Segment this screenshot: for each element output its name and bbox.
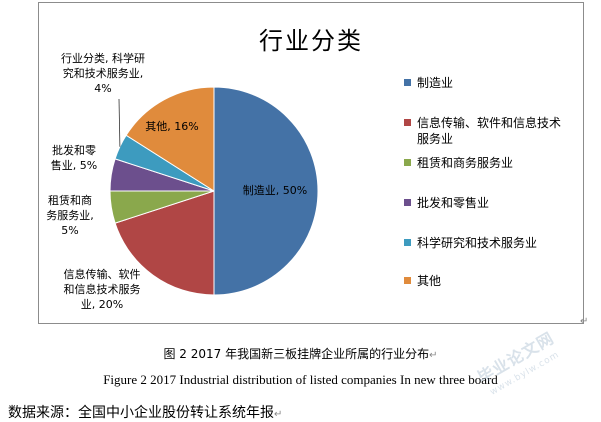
- legend-label: 租赁和商务服务业: [417, 156, 514, 170]
- legend-swatch: [404, 159, 411, 166]
- legend-item: 批发和零售业: [404, 195, 567, 211]
- figure-caption-chinese: 图 2 2017 年我国新三板挂牌企业所属的行业分布↵: [0, 345, 601, 362]
- legend-item: 信息传输、软件和信息技术服务业: [404, 115, 567, 147]
- leader-line: [118, 98, 121, 147]
- watermark: 毕业论文网 www.bylw.com: [474, 328, 567, 403]
- chart-title: 行业分类: [259, 27, 363, 55]
- pie-slice-label: 行业分类, 科学研 究和技术服务业, 4%: [61, 52, 145, 95]
- figure-caption-english: Figure 2 2017 Industrial distribution of…: [0, 372, 601, 388]
- data-source-note: 数据来源：全国中小企业股份转让系统年报↵: [8, 402, 282, 422]
- legend-label: 信息传输、软件和信息技术服务业: [417, 116, 562, 146]
- paragraph-mark: ↵: [274, 409, 283, 420]
- caption-en-text: Figure 2 2017 Industrial distribution of…: [103, 372, 498, 387]
- pie-slice-label: 制造业, 50%: [242, 184, 308, 197]
- legend-item: 科学研究和技术服务业: [404, 235, 567, 251]
- paragraph-mark: ↵: [580, 316, 589, 327]
- pie-slice: [213, 86, 319, 296]
- legend-label: 批发和零售业: [417, 196, 490, 210]
- pie-slice: [125, 86, 215, 192]
- legend-item: 其他: [404, 273, 567, 289]
- legend-swatch: [404, 79, 411, 86]
- pie-slice-label: 其他, 16%: [145, 120, 199, 133]
- pie-slice-label: 信息传输、软件 和信息技术服务 业, 20%: [63, 268, 141, 311]
- legend-label: 其他: [417, 274, 442, 288]
- legend-swatch: [404, 119, 411, 126]
- paragraph-mark: ↵: [429, 350, 438, 361]
- legend-swatch: [404, 277, 411, 284]
- pie-slice-label: 批发和零 售业, 5%: [50, 144, 98, 172]
- pie-slice: [114, 190, 215, 296]
- legend-item: 租赁和商务服务业: [404, 155, 567, 171]
- legend-item: 制造业: [404, 75, 567, 91]
- source-text: 数据来源：全国中小企业股份转让系统年报: [8, 405, 274, 421]
- legend-label: 科学研究和技术服务业: [417, 236, 538, 250]
- legend-label: 制造业: [417, 76, 454, 90]
- legend-swatch: [404, 199, 411, 206]
- legend-swatch: [404, 239, 411, 246]
- chart-frame: 行业分类 制造业信息传输、软件和信息技术服务业租赁和商务服务业 批发和零售业科学研…: [38, 2, 584, 324]
- pie-slice-label: 租赁和商 务服务业, 5%: [46, 194, 94, 237]
- pie-chart: [109, 86, 319, 296]
- caption-cn-text: 图 2 2017 年我国新三板挂牌企业所属的行业分布: [163, 347, 430, 361]
